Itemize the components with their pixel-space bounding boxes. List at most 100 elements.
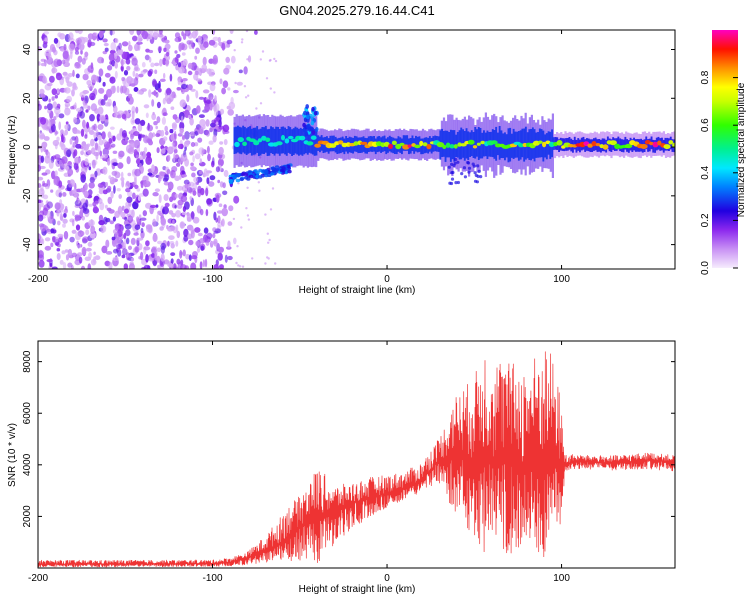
heatmap-cell [228, 179, 233, 183]
y-tick-label: 4000 [22, 453, 33, 476]
spectrogram-xlabel: Height of straight line (km) [299, 285, 416, 296]
heatmap-cell [206, 198, 213, 205]
heatmap-cell [215, 194, 220, 203]
heatmap-cell [657, 140, 662, 146]
heatmap-cell [200, 245, 205, 251]
heatmap-cell [158, 171, 165, 179]
heatmap-cell [121, 41, 129, 47]
heatmap-cell [473, 171, 477, 175]
heatmap-cell [253, 140, 260, 146]
heatmap-cell [62, 218, 68, 224]
heatmap-cell [132, 201, 139, 210]
heatmap-cell [163, 194, 169, 201]
heatmap-cell [190, 262, 197, 269]
heatmap-cell [467, 139, 475, 145]
heatmap-cell [233, 49, 236, 52]
heatmap-cell [130, 147, 134, 153]
heatmap-cell [247, 218, 251, 221]
heatmap-cell [234, 81, 237, 85]
heatmap-cell [218, 119, 222, 127]
heatmap-cell [205, 209, 209, 217]
heatmap-cell [640, 144, 648, 149]
heatmap-cell [357, 137, 360, 154]
heatmap-cell [498, 126, 501, 160]
heatmap-cell [110, 30, 113, 36]
heatmap-cell [38, 254, 45, 262]
heatmap-cell [114, 232, 119, 238]
heatmap-cell [142, 188, 149, 197]
heatmap-cell [136, 216, 140, 223]
heatmap-cell [56, 207, 60, 217]
heatmap-cell [91, 74, 98, 84]
heatmap-cell [199, 208, 204, 216]
heatmap-cell [114, 61, 118, 69]
heatmap-cell [140, 119, 146, 126]
heatmap-cell [133, 67, 141, 72]
heatmap-cell [59, 259, 64, 265]
heatmap-cell [120, 177, 125, 182]
heatmap-cell [275, 126, 278, 154]
heatmap-cell [107, 65, 113, 71]
heatmap-cell [173, 148, 178, 154]
heatmap-cell [102, 189, 108, 195]
heatmap-cell [61, 59, 66, 65]
heatmap-cell [314, 143, 321, 148]
heatmap-cell [191, 172, 196, 178]
colorbar-tick-label: 0.0 [700, 261, 711, 275]
heatmap-cell [472, 145, 478, 149]
heatmap-cell [359, 137, 361, 153]
heatmap-cell [259, 58, 262, 61]
heatmap-cell [212, 134, 217, 143]
heatmap-cell [63, 212, 67, 218]
heatmap-cell [38, 164, 41, 172]
heatmap-cell [38, 259, 45, 268]
heatmap-cell [134, 224, 141, 230]
heatmap-cell [190, 166, 196, 171]
heatmap-cell [416, 136, 419, 153]
heatmap-cell [182, 211, 187, 216]
heatmap-cell [116, 50, 121, 56]
heatmap-cell [50, 189, 54, 193]
heatmap-cell [449, 144, 455, 149]
heatmap-cell [38, 223, 45, 228]
heatmap-cell [232, 217, 236, 221]
heatmap-cell [271, 127, 274, 154]
heatmap-cell [177, 62, 182, 68]
heatmap-cell [179, 264, 187, 269]
heatmap-cell [159, 30, 163, 35]
heatmap-cell [261, 135, 267, 141]
heatmap-cell [43, 136, 50, 141]
heatmap-cell [132, 192, 136, 200]
heatmap-cell [42, 194, 49, 200]
y-tick-label: 8000 [22, 350, 33, 373]
heatmap-cell [129, 209, 134, 216]
heatmap-cell [587, 143, 593, 148]
heatmap-cell [38, 176, 44, 181]
heatmap-cell [129, 30, 135, 35]
colorbar-tick-label: 0.8 [700, 70, 711, 84]
heatmap-cell [105, 204, 108, 209]
heatmap-cell [450, 177, 455, 181]
heatmap-cell [402, 135, 405, 151]
heatmap-cell [198, 147, 205, 155]
heatmap-cell [448, 181, 452, 185]
heatmap-cell [227, 221, 233, 226]
heatmap-cell [161, 116, 166, 125]
heatmap-cell [60, 143, 66, 151]
heatmap-cell [211, 119, 217, 125]
heatmap-cell [124, 208, 129, 214]
heatmap-cell [230, 55, 236, 64]
heatmap-cell [87, 189, 93, 196]
heatmap-cell [88, 252, 92, 259]
heatmap-cell [39, 88, 45, 95]
heatmap-cell [360, 137, 363, 153]
heatmap-cell [422, 142, 428, 147]
heatmap-cell [204, 104, 211, 113]
heatmap-cell [617, 136, 620, 150]
heatmap-cell [181, 52, 186, 56]
heatmap-cell [155, 125, 158, 130]
heatmap-cell [672, 142, 675, 148]
heatmap-cell [103, 42, 109, 47]
heatmap-cell [219, 108, 225, 115]
heatmap-cell [146, 124, 153, 132]
